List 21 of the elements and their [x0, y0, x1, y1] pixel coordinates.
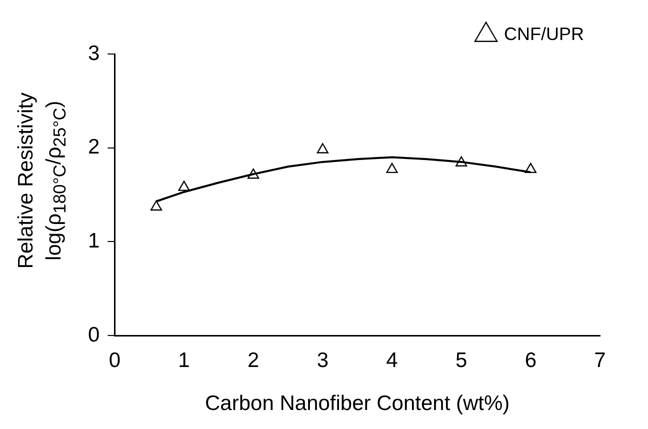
y-tick-label: 3 [88, 42, 100, 65]
point [248, 168, 260, 179]
x-tick-label: 6 [524, 348, 537, 372]
x-tick-label: 5 [455, 348, 468, 372]
y-tick-label: 1 [88, 230, 100, 253]
point [524, 162, 536, 174]
x-tick-label: 2 [248, 348, 260, 372]
x-tick-label: 4 [386, 348, 398, 372]
point [150, 200, 162, 211]
point [178, 180, 190, 191]
legend-label: CNF/UPR [504, 24, 584, 44]
x-tick-label: 1 [178, 348, 190, 372]
point [386, 162, 398, 174]
x-tick-label: 7 [594, 348, 606, 372]
point [316, 143, 328, 154]
point [456, 156, 468, 166]
x-tick-label: 3 [316, 348, 329, 372]
x-tick-label: 0 [108, 348, 121, 372]
y-tick-label: 2 [88, 136, 100, 159]
x-axis-title: Carbon Nanofiber Content (wt%) [205, 392, 510, 416]
y-tick-label: 0 [88, 323, 100, 346]
